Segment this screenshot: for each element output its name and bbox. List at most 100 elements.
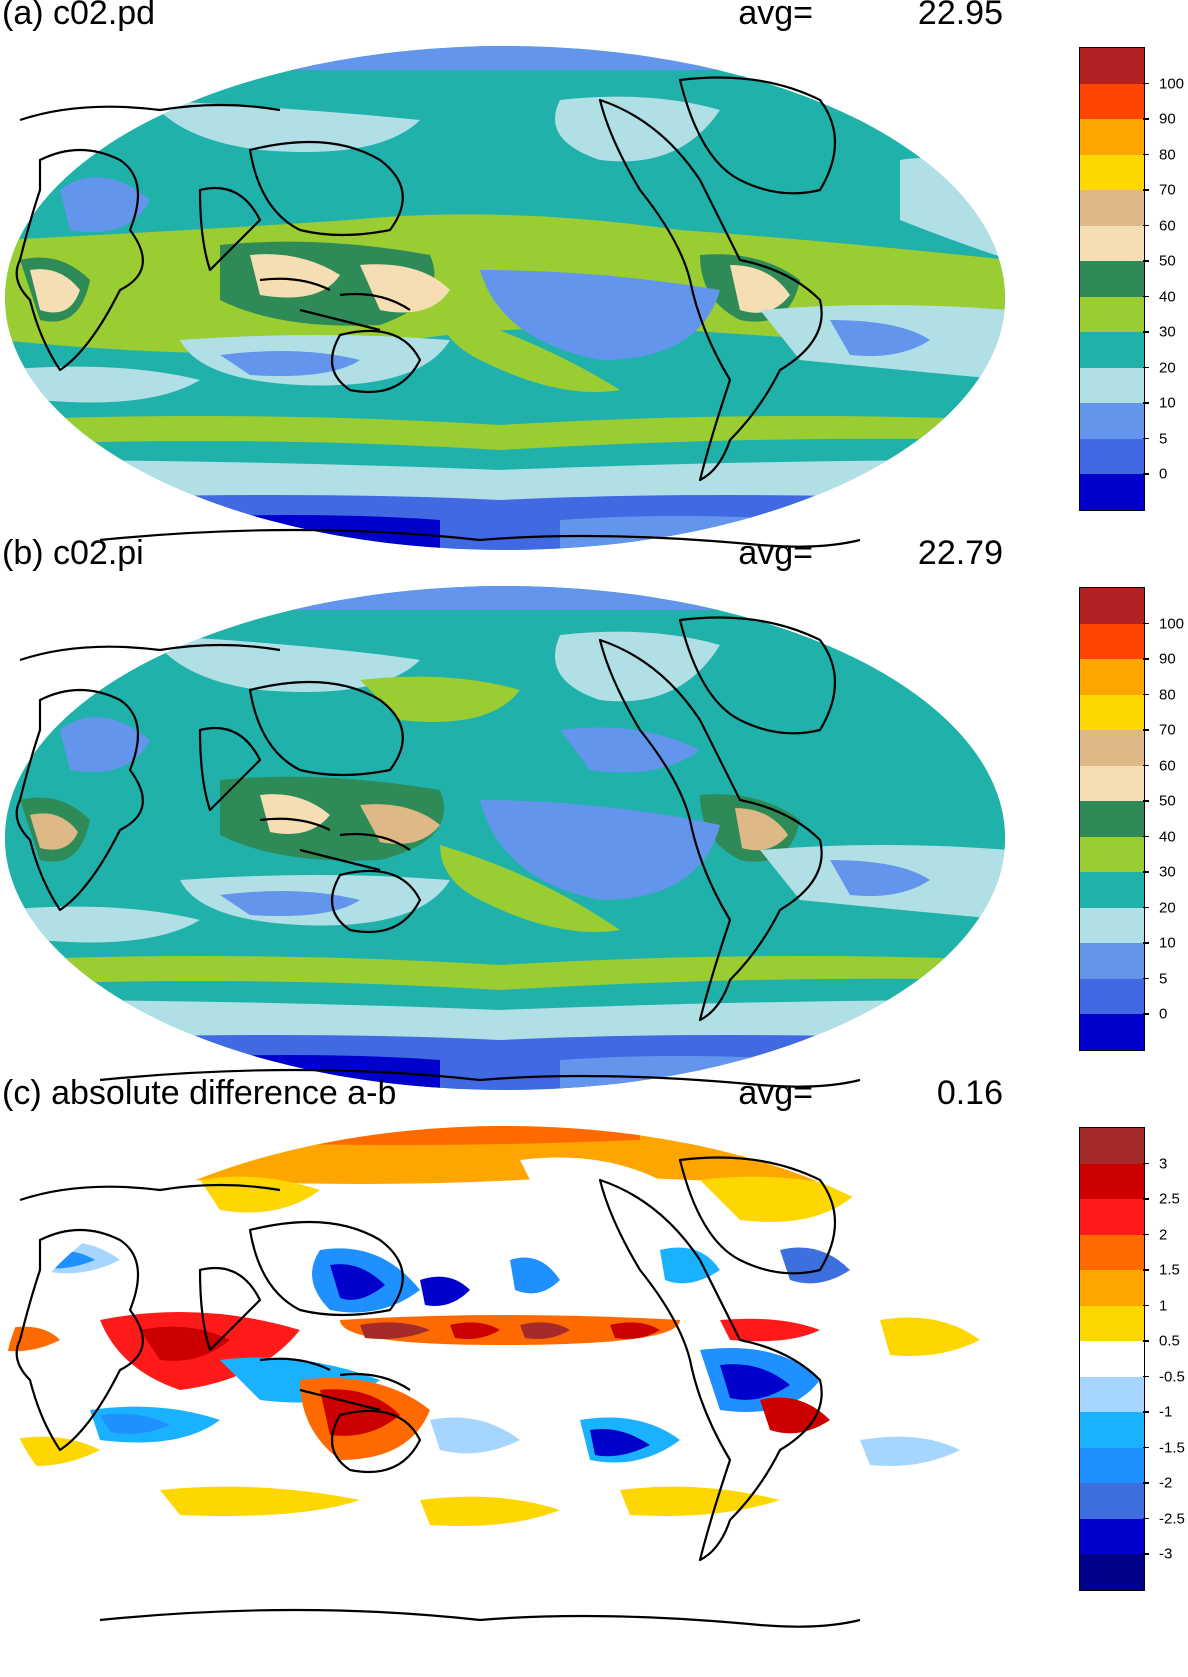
colorbar-tick-mark xyxy=(1143,366,1149,368)
colorbar-tick-label: 1 xyxy=(1159,1297,1168,1314)
colorbar-tick-mark xyxy=(1143,1013,1149,1015)
colorbar-tick-label: -2.5 xyxy=(1159,1510,1185,1527)
colorbar-tick-label: 100 xyxy=(1159,615,1185,632)
colorbar-tick-mark xyxy=(1143,1198,1149,1200)
colorbar-tick-label: 5 xyxy=(1159,430,1168,447)
colorbar-tick-mark xyxy=(1143,1304,1149,1306)
colorbar-swatch xyxy=(1080,1234,1144,1270)
colorbar-swatch xyxy=(1080,403,1144,439)
colorbar-swatch xyxy=(1080,261,1144,297)
colorbar-swatch xyxy=(1080,1341,1144,1377)
panel-b: (b) c02.pi avg= 22.79 xyxy=(0,534,1188,1090)
panel-title: (b) c02.pi xyxy=(2,534,144,572)
colorbar-swatch xyxy=(1080,296,1144,332)
colorbar-swatch xyxy=(1080,801,1144,837)
colorbar-tick-label: 40 xyxy=(1159,288,1176,305)
colorbar-swatch xyxy=(1080,836,1144,872)
colorbar-tick-mark xyxy=(1143,835,1149,837)
colorbar-swatch xyxy=(1080,367,1144,403)
avg-value: 0.16 xyxy=(936,1074,1003,1112)
colorbar-tick-label: -1 xyxy=(1159,1403,1173,1421)
colorbar-tick-label: -2 xyxy=(1159,1474,1173,1492)
colorbar-tick-mark xyxy=(1143,1411,1149,1413)
colorbar-tick-mark xyxy=(1143,1269,1149,1271)
colorbar-tick-mark xyxy=(1143,402,1149,404)
colorbar-tick-mark xyxy=(1143,1233,1149,1235)
colorbar-swatch xyxy=(1080,83,1144,119)
colorbar-tick-label: 20 xyxy=(1159,359,1176,376)
colorbar-tick-label: -1.5 xyxy=(1159,1439,1185,1456)
colorbar-swatches xyxy=(1079,47,1145,511)
colorbar-swatch xyxy=(1080,1447,1144,1483)
colorbar-swatch xyxy=(1080,1199,1144,1235)
colorbar-swatch xyxy=(1080,765,1144,801)
panel-title: (c) absolute difference a-b xyxy=(2,1074,397,1112)
colorbar-tick-mark xyxy=(1143,153,1149,155)
colorbar-tick-mark xyxy=(1143,622,1149,624)
colorbar-tick-label: 90 xyxy=(1159,650,1176,668)
colorbar-swatch xyxy=(1080,190,1144,226)
colorbar-swatch xyxy=(1080,1518,1144,1554)
colorbar-swatch xyxy=(1080,119,1144,155)
panel-title: (a) c02.pd xyxy=(2,0,156,32)
colorbar-tick-label: 20 xyxy=(1159,899,1176,916)
colorbar-tick-mark xyxy=(1143,473,1149,475)
colorbar-tick-label: 0 xyxy=(1159,1005,1168,1023)
map-field xyxy=(5,46,1005,550)
colorbar-tick-mark xyxy=(1143,1375,1149,1377)
colorbar-tick-label: 10 xyxy=(1159,934,1176,952)
colorbar-tick-mark xyxy=(1143,1446,1149,1448)
colorbar-swatch xyxy=(1080,225,1144,261)
colorbar-tick-mark xyxy=(1143,871,1149,873)
colorbar-tick-mark xyxy=(1143,942,1149,944)
colorbar-tick-mark xyxy=(1143,189,1149,191)
colorbar-tick-mark xyxy=(1143,977,1149,979)
panel-a: (a) c02.pd avg= 22.95 xyxy=(0,0,1188,550)
colorbar-tick-label: 3 xyxy=(1159,1155,1168,1172)
colorbar-tick-mark xyxy=(1143,82,1149,84)
colorbar-tick-mark xyxy=(1143,729,1149,731)
colorbar-swatch xyxy=(1080,1163,1144,1199)
colorbar-swatch xyxy=(1080,1014,1144,1050)
colorbar-swatch xyxy=(1080,907,1144,943)
colorbar-tick-label: 0 xyxy=(1159,465,1168,483)
colorbar-swatch xyxy=(1080,474,1144,510)
colorbar-tick-label: 10 xyxy=(1159,394,1176,412)
colorbar-swatch xyxy=(1080,1412,1144,1448)
colorbar-tick-label: 60 xyxy=(1159,757,1176,774)
colorbar-tick-mark xyxy=(1143,906,1149,908)
colorbar-swatch xyxy=(1080,332,1144,368)
colorbar-tick-mark xyxy=(1143,1340,1149,1342)
colorbar-swatches xyxy=(1079,587,1145,1051)
colorbar-tick-label: 40 xyxy=(1159,828,1176,845)
colorbar-tick-label: 2 xyxy=(1159,1226,1168,1243)
map-field xyxy=(5,1126,1005,1630)
colorbar-tick-label: 30 xyxy=(1159,323,1176,341)
colorbar-tick-label: 50 xyxy=(1159,252,1176,270)
colorbar-swatch xyxy=(1080,872,1144,908)
avg-label: avg= xyxy=(738,1074,813,1112)
colorbar-swatch xyxy=(1080,1305,1144,1341)
colorbar-swatch xyxy=(1080,588,1144,624)
colorbar-tick-mark xyxy=(1143,331,1149,333)
colorbar-tick-mark xyxy=(1143,437,1149,439)
colorbar-tick-mark xyxy=(1143,295,1149,297)
avg-value: 22.79 xyxy=(917,534,1003,572)
colorbar-tick-mark xyxy=(1143,658,1149,660)
colorbar-swatch xyxy=(1080,154,1144,190)
colorbar-tick-mark xyxy=(1143,764,1149,766)
map-field xyxy=(5,586,1005,1090)
colorbar-tick-mark xyxy=(1143,693,1149,695)
avg-label: avg= xyxy=(738,534,813,572)
colorbar-swatch xyxy=(1080,659,1144,695)
colorbar-tick-mark xyxy=(1143,260,1149,262)
colorbar-swatch xyxy=(1080,1376,1144,1412)
colorbar-tick-label: 70 xyxy=(1159,721,1176,739)
colorbar-tick-label: 30 xyxy=(1159,863,1176,881)
colorbar-swatch xyxy=(1080,730,1144,766)
colorbar-tick-label: 80 xyxy=(1159,146,1176,163)
avg-label: avg= xyxy=(738,0,813,32)
colorbar-swatch xyxy=(1080,1483,1144,1519)
colorbar-swatch xyxy=(1080,48,1144,84)
colorbar-tick-label: -0.5 xyxy=(1159,1368,1185,1385)
